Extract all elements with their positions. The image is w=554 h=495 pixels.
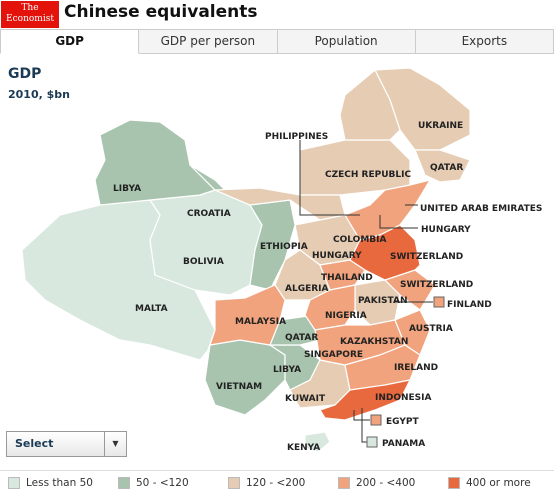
tab-exports[interactable]: Exports: [415, 29, 554, 54]
label-nigeria: NIGERIA: [325, 311, 367, 321]
region-czech-republic[interactable]: [299, 139, 411, 196]
label-ukraine: UKRAINE: [418, 121, 463, 131]
page-title: Chinese equivalents: [64, 2, 258, 22]
legend-label: Less than 50: [26, 477, 93, 489]
label-finland: FINLAND: [447, 300, 492, 310]
label-kazakhstan: KAZAKHSTAN: [340, 337, 408, 347]
legend-item: Less than 50: [8, 477, 110, 489]
label-vietnam: VIETNAM: [216, 382, 262, 392]
tab-gdp[interactable]: GDP: [0, 29, 140, 54]
region-indonesia[interactable]: [319, 379, 412, 421]
label-thailand: THAILAND: [321, 273, 373, 283]
region-kenya[interactable]: [304, 431, 331, 453]
chevron-down-icon[interactable]: ▼: [104, 432, 126, 456]
swatch-panama: [366, 436, 378, 448]
region-austria[interactable]: [394, 309, 431, 356]
region-nigeria[interactable]: [304, 284, 356, 331]
label-singapore: SINGAPORE: [304, 350, 363, 360]
select-label: Select: [15, 437, 54, 450]
legend-label: 400 or more: [466, 477, 531, 489]
legend-swatch: [228, 477, 240, 489]
label-uae: UNITED ARAB EMIRATES: [420, 204, 542, 214]
legend-item: 200 - <400: [338, 477, 440, 489]
header: The Economist Chinese equivalents: [0, 0, 554, 29]
label-ireland: IRELAND: [394, 363, 438, 373]
label-panama: PANAMA: [382, 439, 425, 449]
legend-label: 120 - <200: [246, 477, 306, 489]
legend-swatch: [8, 477, 20, 489]
legend-swatch: [338, 477, 350, 489]
china-map: LIBYA CROATIA BOLIVIA MALTA ETHIOPIA PHI…: [21, 67, 542, 453]
tab-gdp-per-person[interactable]: GDP per person: [139, 29, 278, 54]
swatch-finland: [433, 296, 445, 308]
label-switzerland-north: SWITZERLAND: [390, 252, 463, 262]
label-hungary: HUNGARY: [312, 251, 362, 261]
callout-egypt-line: [353, 410, 370, 421]
label-philippines: PHILIPPINES: [265, 132, 328, 142]
tab-population[interactable]: Population: [277, 29, 416, 54]
label-egypt: EGYPT: [386, 417, 419, 427]
legend-swatch: [448, 477, 460, 489]
legend-item: 120 - <200: [228, 477, 330, 489]
region-switzerland-north[interactable]: [349, 224, 421, 281]
label-qatar-ne: QATAR: [430, 163, 463, 173]
label-austria: AUSTRIA: [409, 324, 453, 334]
label-czech-republic: CZECH REPUBLIC: [325, 170, 411, 180]
label-pakistan: PAKISTAN: [358, 296, 407, 306]
label-kenya: KENYA: [287, 443, 320, 453]
label-qatar-sw: QATAR: [285, 333, 318, 343]
legend-swatch: [118, 477, 130, 489]
label-hungary-callout: HUNGARY: [421, 225, 471, 235]
label-colombia: COLOMBIA: [333, 235, 386, 245]
legend: Less than 50 50 - <120 120 - <200 200 - …: [0, 470, 554, 495]
label-kuwait: KUWAIT: [285, 394, 326, 404]
legend-label: 50 - <120: [136, 477, 189, 489]
region-philippines[interactable]: [339, 69, 401, 141]
logo-line1: The: [21, 3, 39, 13]
label-ethiopia: ETHIOPIA: [260, 242, 308, 252]
region-malaysia[interactable]: [209, 284, 286, 346]
label-algeria: ALGERIA: [285, 284, 329, 294]
label-indonesia: INDONESIA: [375, 393, 432, 403]
legend-label: 200 - <400: [356, 477, 416, 489]
label-malta: MALTA: [135, 304, 168, 314]
economist-logo[interactable]: The Economist: [1, 1, 59, 28]
region-qatar-ne[interactable]: [414, 149, 471, 183]
label-croatia: CROATIA: [187, 209, 231, 219]
region-libya[interactable]: [94, 119, 217, 206]
label-bolivia: BOLIVIA: [183, 257, 224, 267]
tab-bar: GDP GDP per person Population Exports: [0, 29, 554, 54]
swatch-egypt: [370, 414, 382, 426]
legend-item: 400 or more: [448, 477, 550, 489]
label-libya-south: LIBYA: [273, 365, 301, 375]
map-title: GDP: [8, 66, 42, 82]
label-switzerland-east: SWITZERLAND: [400, 280, 473, 290]
region-vietnam[interactable]: [204, 339, 286, 416]
country-select[interactable]: Select ▼: [6, 431, 127, 457]
label-libya-nw: LIBYA: [113, 184, 141, 194]
logo-line2: Economist: [6, 14, 54, 24]
callout-panama-line: [361, 408, 367, 443]
region-bolivia[interactable]: [148, 189, 263, 296]
map-subtitle: 2010, $bn: [8, 88, 70, 101]
legend-item: 50 - <120: [118, 477, 220, 489]
callout-hungary-line: [379, 215, 418, 229]
region-thailand[interactable]: [319, 259, 366, 291]
callout-philippines-line: [299, 140, 360, 216]
label-malaysia: MALAYSIA: [235, 317, 286, 327]
